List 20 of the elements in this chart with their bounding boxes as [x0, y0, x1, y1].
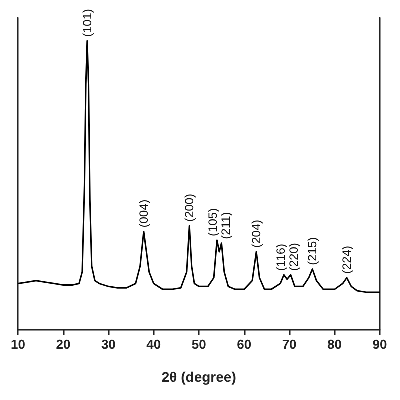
x-tick-label: 60: [237, 337, 252, 352]
annotation: (105): [206, 208, 220, 236]
x-tick-label: 30: [101, 337, 116, 352]
x-tick-label: 10: [10, 337, 26, 352]
x-tick-label: 80: [328, 337, 342, 352]
annotation: (211): [218, 212, 233, 240]
annotation: (204): [250, 220, 264, 248]
annotation: (004): [136, 200, 151, 228]
annotation: (200): [182, 194, 197, 222]
x-tick-label: 70: [282, 337, 297, 352]
x-tick-label: 40: [146, 337, 162, 352]
x-axis-title: 2θ (degree): [162, 369, 236, 385]
annotation: (215): [306, 237, 320, 266]
annotation: (101): [80, 9, 94, 38]
x-tick-label: 90: [372, 337, 388, 352]
x-tick-label: 50: [192, 337, 206, 352]
annotation: (220): [287, 243, 302, 272]
x-tick-label: 20: [56, 337, 71, 352]
annotation: (224): [340, 246, 354, 274]
annotation: (116): [274, 244, 288, 272]
